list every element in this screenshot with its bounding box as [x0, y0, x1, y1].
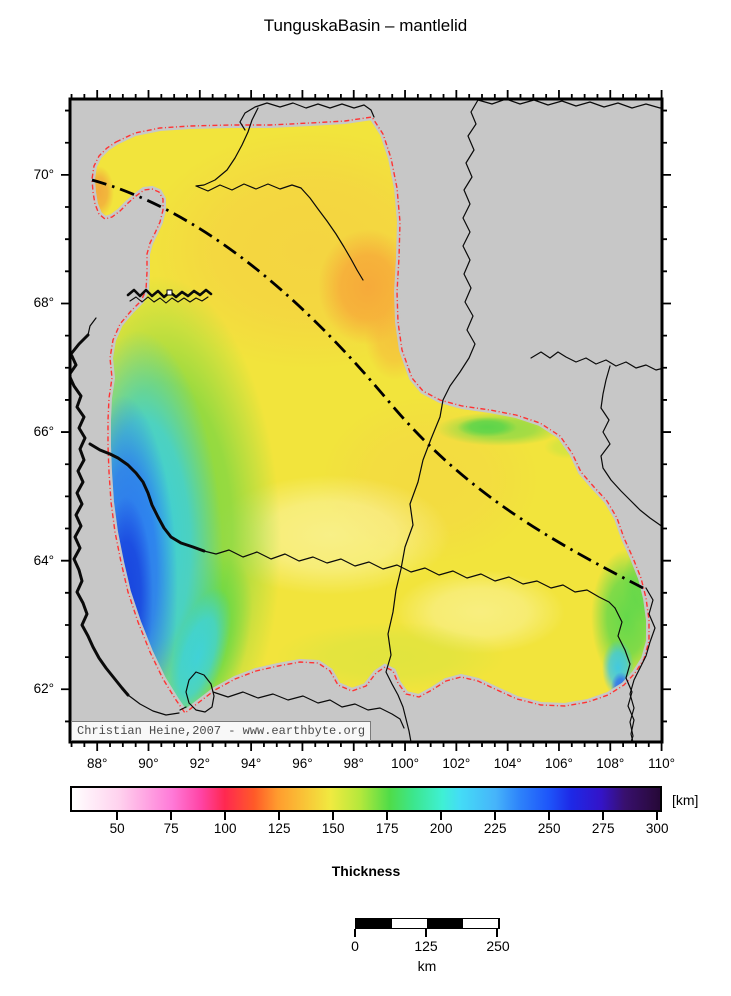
colorbar-tick-label: 75: [163, 821, 179, 836]
colorbar-tick-label: 125: [267, 821, 291, 836]
y-axis-tick-label: 70°: [33, 166, 54, 182]
basin-outline: [91, 116, 650, 715]
x-axis-tick-label: 98°: [343, 756, 364, 771]
axis-ticks: [61, 90, 671, 751]
y-axis-tick-label: 66°: [33, 424, 54, 440]
x-axis-tick-label: 108°: [596, 756, 625, 771]
scale-bar-tick: [354, 929, 356, 937]
x-axis-tick-label: 110°: [648, 756, 676, 771]
colorbar-tick: [116, 812, 119, 820]
colorbar-tick: [656, 812, 659, 820]
colorbar-tick: [386, 812, 389, 820]
scale-bar-tick: [425, 929, 427, 937]
colorbar-tick: [224, 812, 227, 820]
scale-bar-segment: [390, 919, 428, 928]
scale-bar-tick: [496, 929, 498, 937]
colorbar-tick: [332, 812, 335, 820]
colorbar: [70, 786, 662, 812]
scale-bar-segment: [427, 919, 463, 928]
y-axis-tick-label: 68°: [33, 295, 54, 311]
colorbar-tick-label: 275: [591, 821, 615, 836]
scale-bar-label: 250: [486, 938, 510, 954]
section-line: [91, 178, 646, 591]
colorbar-tick-label: 250: [537, 821, 561, 836]
x-axis-tick-label: 100°: [391, 756, 419, 771]
x-axis-tick-label: 90°: [138, 756, 159, 771]
x-axis-tick-label: 102°: [442, 756, 471, 771]
colorbar-title: Thickness: [331, 863, 401, 879]
colorbar-tick: [278, 812, 281, 820]
colorbar-tick-label: 225: [483, 821, 507, 836]
colorbar-tick-label: 200: [429, 821, 453, 836]
x-axis-tick-label: 106°: [544, 756, 573, 771]
x-axis-tick-label: 96°: [292, 756, 313, 771]
colorbar-unit-label: [km]: [672, 792, 699, 808]
colorbar-tick: [440, 812, 443, 820]
scale-bar-label: 0: [351, 938, 359, 954]
colorbar-tick-label: 50: [109, 821, 125, 836]
map-marker: [166, 289, 173, 296]
colorbar-tick-label: 175: [375, 821, 399, 836]
x-axis-tick-label: 92°: [189, 756, 210, 771]
x-axis-tick-label: 94°: [240, 756, 262, 771]
colorbar-tick: [494, 812, 497, 820]
y-axis-tick-label: 62°: [33, 681, 54, 697]
colorbar-tick: [548, 812, 551, 820]
rivers-and-borders: [70, 99, 662, 742]
scale-bar: [355, 918, 500, 929]
colorbar-tick: [602, 812, 605, 820]
colorbar-tick-label: 300: [645, 821, 669, 836]
x-axis-tick-label: 104°: [493, 756, 522, 771]
colorbar-tick-label: 150: [321, 821, 345, 836]
scale-bar-label: 125: [414, 938, 438, 954]
page-title: TunguskaBasin – mantlelid: [263, 16, 468, 35]
y-axis-tick-label: 64°: [33, 552, 54, 568]
scale-bar-segment: [462, 919, 499, 928]
scale-bar-unit-label: km: [417, 958, 437, 974]
copyright-watermark: Christian Heine,2007 - www.earthbyte.org: [71, 721, 372, 741]
colorbar-tick-label: 100: [213, 821, 237, 836]
colorbar-tick: [170, 812, 173, 820]
x-axis-tick-label: 88°: [86, 756, 108, 771]
scale-bar-segment: [356, 919, 391, 928]
